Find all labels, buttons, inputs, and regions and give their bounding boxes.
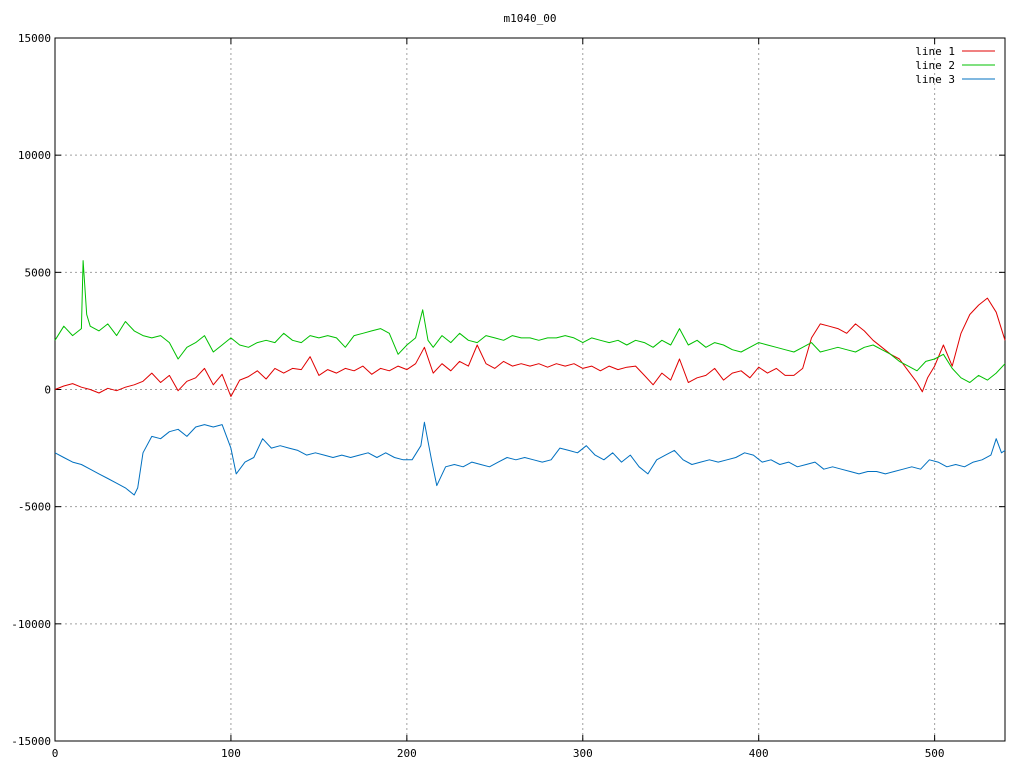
series-line-1	[54, 297, 1006, 397]
y-tick-label: -15000	[11, 735, 51, 748]
axis-ticks: -15000 -10000 -5000 0 5000 10000 15000 0 100 200 3…	[11, 32, 1005, 760]
x-tick-label: 100	[221, 747, 241, 760]
x-tick-label: 200	[397, 747, 417, 760]
legend-label: line 3	[915, 73, 955, 86]
chart-title: m1040_00	[504, 12, 557, 25]
grid-lines	[55, 38, 1005, 741]
legend-label: line 1	[915, 45, 955, 58]
y-tick-label: 5000	[25, 266, 52, 279]
series-lines	[54, 260, 1006, 496]
series-line-2	[54, 260, 1006, 383]
series-line-3	[54, 421, 1006, 496]
x-tick-label: 300	[573, 747, 593, 760]
x-tick-label: 400	[749, 747, 769, 760]
y-tick-label: 10000	[18, 149, 51, 162]
x-tick-label: 0	[52, 747, 59, 760]
y-tick-label: 15000	[18, 32, 51, 45]
y-tick-label: 0	[44, 384, 51, 397]
legend-label: line 2	[915, 59, 955, 72]
y-tick-label: -5000	[18, 501, 51, 514]
x-tick-label: 500	[925, 747, 945, 760]
y-tick-label: -10000	[11, 618, 51, 631]
